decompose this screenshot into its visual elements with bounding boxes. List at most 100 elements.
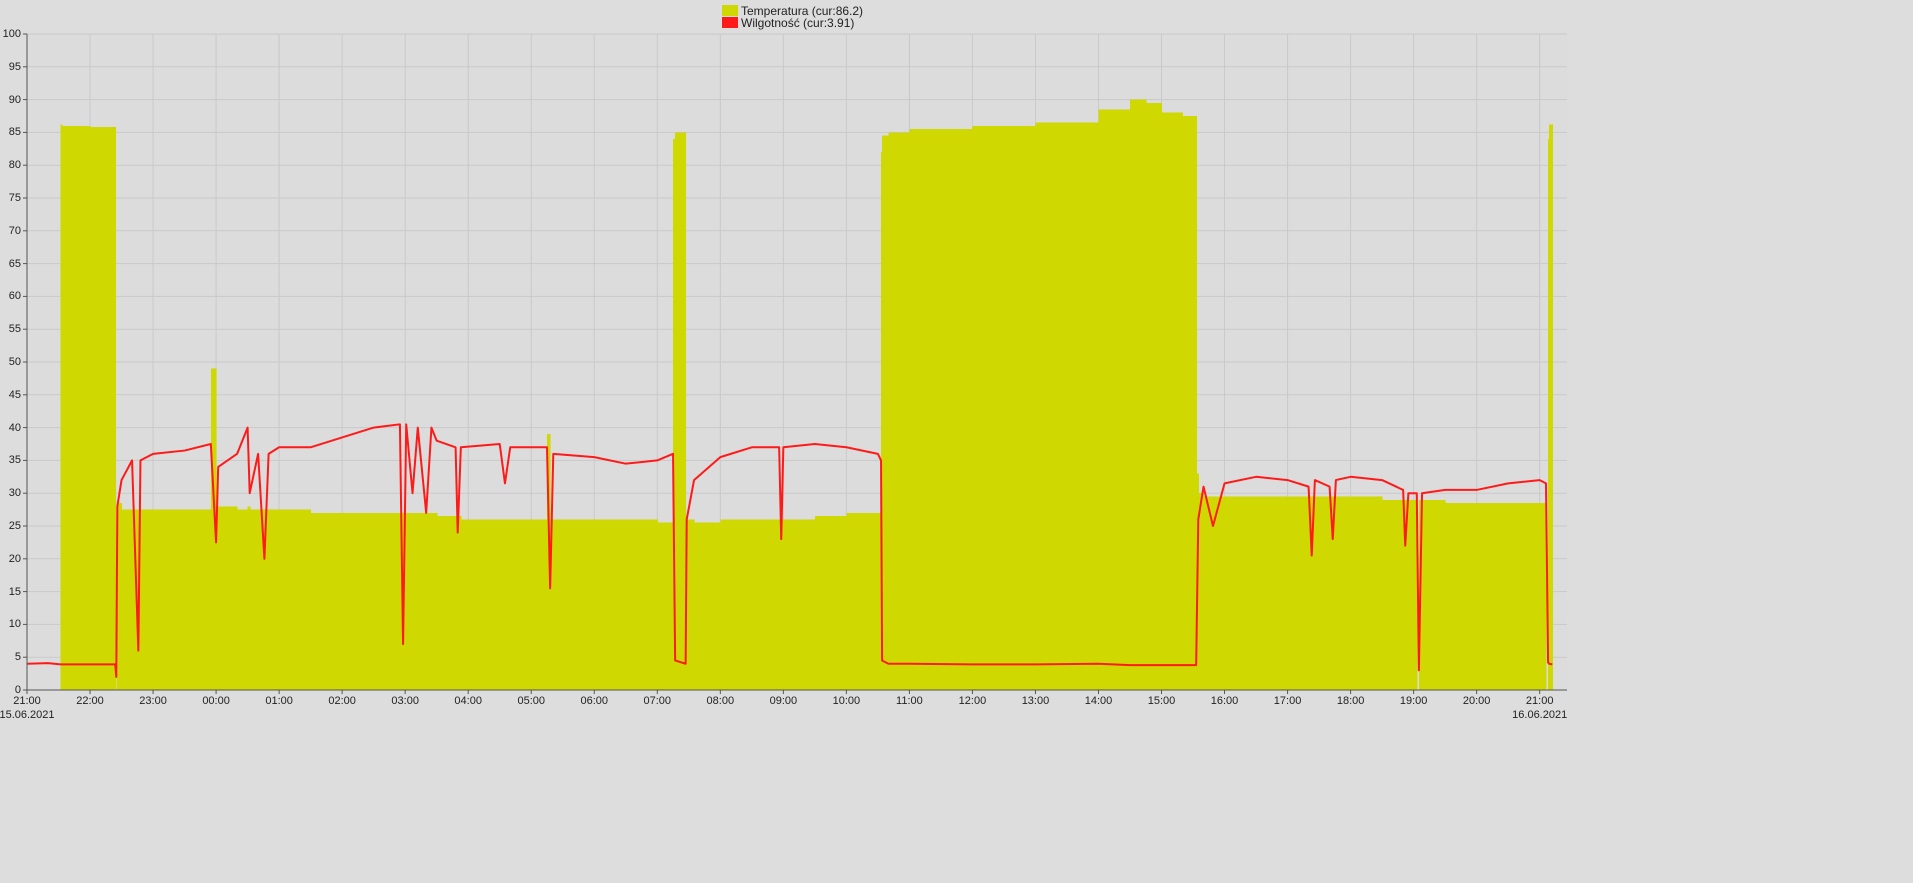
x-tick-label: 20:00 [1462,695,1491,707]
temperature-area [1539,503,1547,690]
temperature-area [877,512,882,690]
temperature-area [1329,496,1334,690]
temperature-area [1203,496,1214,690]
temperature-area [279,509,312,690]
x-tick-label: 08:00 [706,695,735,707]
x-tick-label: 02:00 [328,695,356,707]
temperature-area [657,522,674,690]
y-tick-label: 45 [8,388,21,401]
temperature-area [258,509,266,690]
temperature-area [846,512,879,690]
temperature-area [1130,99,1147,690]
temperature-area [264,509,270,690]
temperature-area [412,512,419,690]
y-tick-label: 60 [8,290,21,303]
temperature-area [140,509,154,690]
temperature-area [1224,496,1257,690]
temperature-area [460,519,501,690]
temperature-area [216,506,219,690]
line-layer [27,423,1553,678]
temperature-area [1408,499,1418,690]
temperature-area [403,512,407,690]
temperature-area [882,135,889,690]
temperature-area [90,127,116,690]
temperature-area [132,509,139,690]
temperature-area [1311,496,1316,690]
x-tick-label: 21:00 15.06.2021 [0,695,55,721]
temperature-area [1212,496,1226,690]
temperature-area [60,124,63,690]
temperature-area [781,519,784,690]
x-tick-label: 09:00 [769,695,798,707]
legend-label: Temperatura (cur:86.2) [741,4,864,18]
humidity-line [27,423,1553,678]
x-tick-label: 11:00 [896,695,923,707]
x-tick-label: 18:00 [1336,695,1365,707]
x-tick-label: 05:00 [517,695,545,707]
temperature-area [1161,112,1184,690]
temperature-area [1476,503,1509,690]
temperature-area [1256,496,1289,690]
temperature-area [417,512,427,690]
x-tick-label: 21:00 16.06.2021 [1512,695,1568,721]
x-tick-label: 16:00 [1210,695,1239,707]
y-tick-label: 40 [8,421,21,434]
y-tick-label: 10 [8,618,21,631]
temperature-area [426,512,433,690]
temperature-area [881,152,883,690]
temperature-area [972,125,1037,690]
y-tick-label: 25 [8,520,21,532]
x-tick-label: 23:00 [139,695,167,707]
x-tick-label: 03:00 [391,695,419,707]
temperature-area [1403,499,1406,690]
temperature-area [783,519,816,690]
y-tick-label: 50 [8,356,21,368]
temperature-area [406,512,414,690]
temperature-area [455,516,459,690]
y-tick-label: 35 [8,454,21,467]
temperature-area [814,516,847,690]
temperature-area [1198,493,1205,690]
temperature-area [504,519,511,690]
y-tick-label: 75 [8,192,21,204]
temperature-area [61,125,91,690]
temperature-area [673,138,676,690]
temperature-area [1445,503,1478,690]
temperature-area [550,519,554,690]
temperature-area [1035,122,1100,690]
temperature-area [210,368,217,690]
y-tick-label: 0 [14,684,21,696]
y-tick-label: 30 [8,487,21,500]
temperature-area [1350,496,1383,690]
temperature-area [779,519,782,690]
y-tick-label: 20 [8,552,21,565]
temperature-area [1548,138,1550,690]
temperature-area [1332,496,1337,690]
temperature-area [1308,496,1313,690]
temperature-area [184,509,212,690]
temperature-area [1145,102,1163,690]
temperature-area [249,509,259,690]
temperature-area [751,519,780,690]
temperature-area [499,519,506,690]
y-tick-label: 65 [8,257,21,270]
area-layer [60,99,1553,690]
x-tick-label: 00:00 [202,695,230,707]
x-tick-label: 13:00 [1021,695,1050,707]
temperature-area [888,132,911,690]
x-tick-label: 12:00 [958,695,987,707]
temperature-area [218,506,238,690]
x-tick-label: 22:00 [76,695,104,707]
x-tick-label: 17:00 [1273,695,1302,707]
y-tick-label: 55 [8,323,21,336]
temperature-area [1335,496,1352,690]
y-tick-label: 5 [14,651,21,664]
temperature-area [553,519,595,690]
temperature-area [686,519,695,690]
x-tick-label: 19:00 [1399,695,1428,707]
legend-label: Wilgotność (cur:3.91) [741,16,855,30]
temperature-area [1314,496,1331,690]
y-tick-label: 100 [2,28,21,40]
